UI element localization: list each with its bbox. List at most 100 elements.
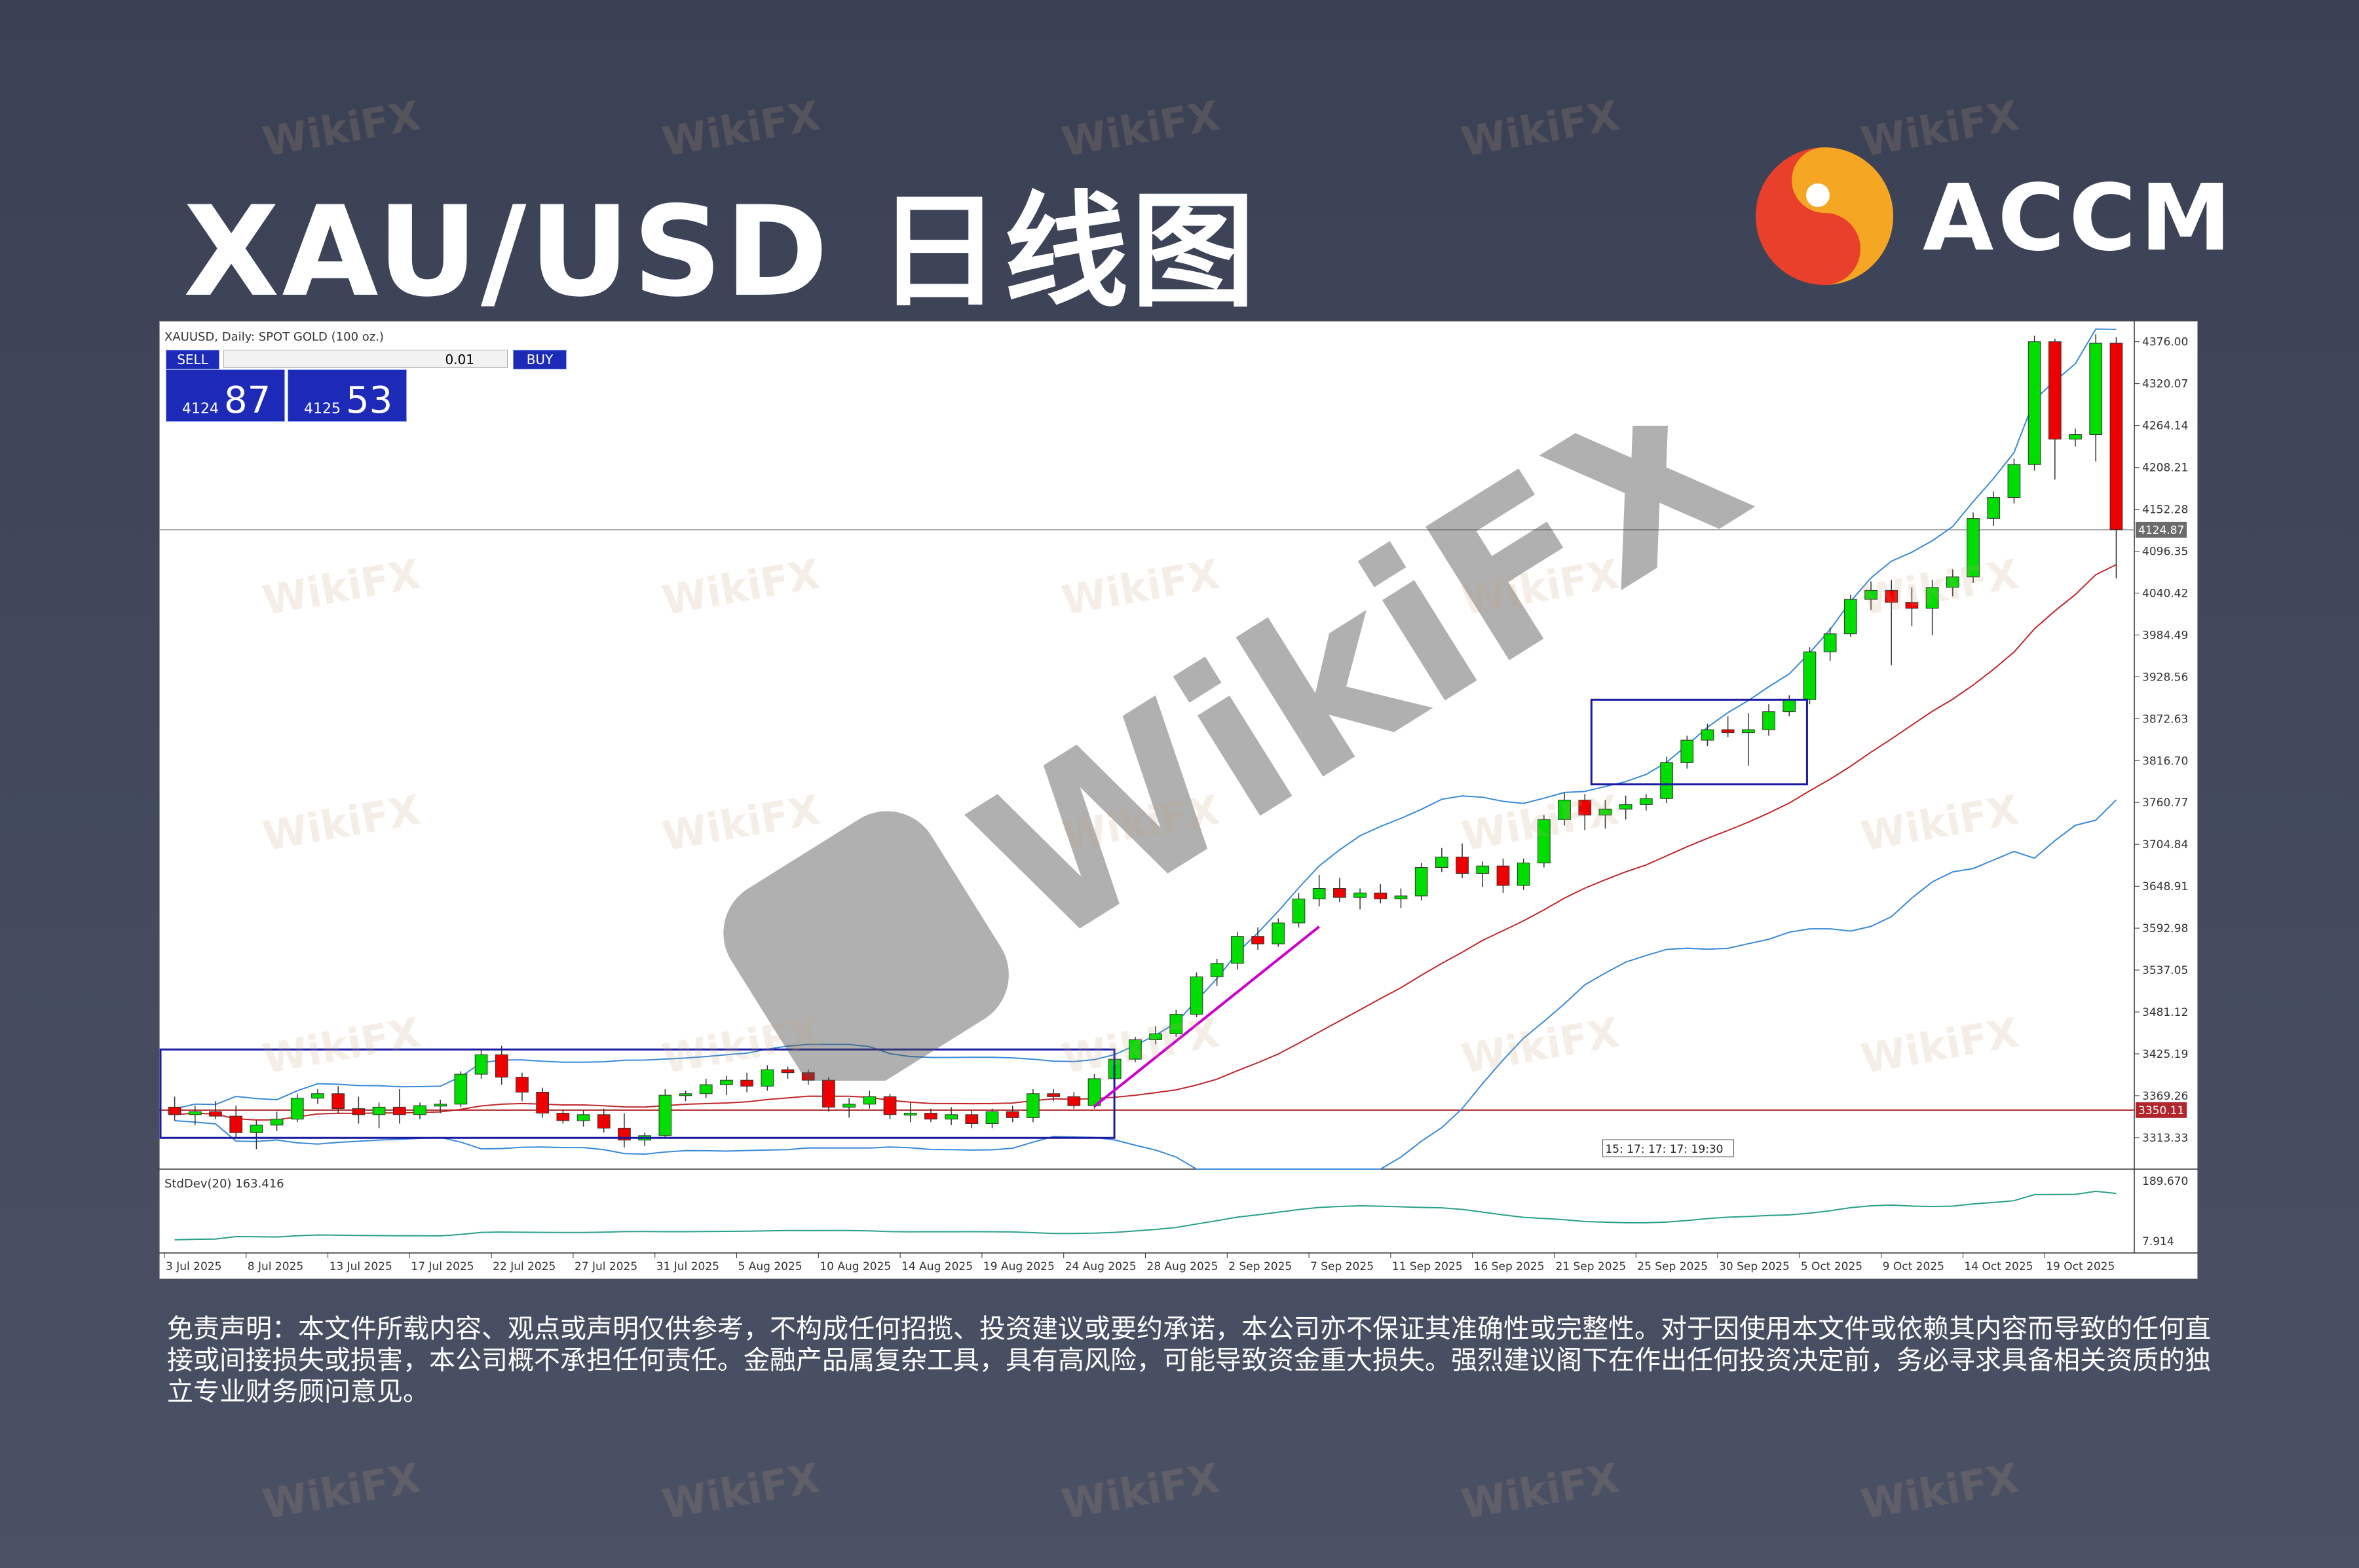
candle-body — [1231, 936, 1244, 964]
candle-body — [1578, 800, 1592, 815]
candle-body — [965, 1114, 979, 1125]
candle-body — [1885, 589, 1898, 603]
y-tick-label: 3760.77 — [2142, 796, 2188, 810]
candle-body — [1741, 729, 1755, 734]
candle-body — [1660, 762, 1673, 799]
x-tick-label: 2 Sep 2025 — [1228, 1260, 1292, 1273]
wikifx-watermark-label: WikiFX — [1458, 1453, 1623, 1529]
candle-body — [903, 1113, 917, 1116]
candle-body — [434, 1104, 447, 1107]
candle-body — [842, 1104, 856, 1108]
y-tick-label: 3648.91 — [2142, 880, 2188, 893]
sell-price-small: 4124 — [182, 401, 219, 417]
candle-body — [801, 1072, 815, 1081]
candle-body — [1843, 599, 1857, 635]
candle-body — [720, 1079, 733, 1085]
candle-body — [1701, 729, 1714, 741]
stddev-label: StdDev(20) 163.416 — [164, 1177, 284, 1191]
candle-body — [658, 1094, 672, 1136]
candle-body — [1169, 1014, 1183, 1034]
x-tick-label: 3 Jul 2025 — [166, 1260, 221, 1273]
current-price-tag — [2136, 521, 2187, 538]
buy-button[interactable]: BUY — [513, 350, 567, 369]
candle-body — [1374, 892, 1387, 899]
candle-body — [2069, 434, 2082, 439]
candle-body — [516, 1077, 529, 1093]
x-tick-label: 8 Jul 2025 — [248, 1260, 303, 1273]
candle-body — [883, 1096, 897, 1115]
moving-average-line — [174, 564, 2117, 1121]
x-tick-label: 11 Sep 2025 — [1392, 1260, 1463, 1273]
candle-body — [2048, 341, 2062, 439]
candle-body — [1435, 856, 1448, 868]
x-tick-label: 30 Sep 2025 — [1719, 1260, 1790, 1273]
candle-body — [250, 1125, 263, 1133]
candle-body — [1394, 895, 1408, 899]
y-tick-label: 3816.70 — [2142, 755, 2188, 768]
x-tick-label: 28 Aug 2025 — [1147, 1260, 1218, 1273]
candle-body — [1129, 1039, 1142, 1060]
candle-body — [699, 1084, 713, 1094]
candle-body — [311, 1093, 324, 1099]
candle-body — [209, 1111, 222, 1117]
chart-symbol-label: XAUUSD, Daily: SPOT GOLD (100 oz.) — [164, 330, 384, 344]
support-tag — [2136, 1102, 2187, 1118]
candle-body — [270, 1119, 284, 1126]
y-tick-label: 3537.05 — [2142, 964, 2188, 977]
y-tick-label: 4376.00 — [2142, 336, 2188, 349]
candle-body — [1251, 936, 1264, 944]
annotation-trendline — [1093, 925, 1320, 1108]
candle-body — [1762, 711, 1775, 730]
candle-body — [1149, 1033, 1162, 1040]
y-tick-label: 4152.28 — [2142, 504, 2188, 517]
candle-body — [1414, 867, 1428, 897]
candle-body — [1353, 892, 1367, 898]
candle-body — [1496, 865, 1510, 886]
x-tick-label: 24 Aug 2025 — [1065, 1260, 1137, 1273]
candle-body — [556, 1113, 570, 1121]
time-marker-label: 15: 17: 17: 17: 19:30 — [1605, 1143, 1723, 1156]
candle-body — [2109, 343, 2123, 531]
candle-body — [1558, 800, 1571, 820]
x-tick-label: 16 Sep 2025 — [1474, 1260, 1545, 1273]
buy-price[interactable]: 4125 53 — [288, 369, 407, 422]
candle-body — [1006, 1111, 1019, 1118]
x-tick-label: 14 Aug 2025 — [901, 1260, 973, 1273]
candle-body — [945, 1114, 958, 1120]
candle-body — [1803, 651, 1817, 700]
x-tick-label: 19 Aug 2025 — [983, 1260, 1055, 1273]
stddev-min-label: 7.914 — [2142, 1235, 2174, 1248]
candle-body — [1721, 729, 1735, 734]
sell-price-big: 87 — [224, 379, 271, 422]
candle-body — [372, 1106, 386, 1115]
x-tick-label: 5 Oct 2025 — [1801, 1260, 1862, 1273]
y-tick-label: 3928.56 — [2142, 671, 2188, 684]
candle-body — [1967, 518, 1980, 578]
candle-body — [1639, 798, 1653, 805]
x-tick-label: 27 Jul 2025 — [575, 1260, 637, 1273]
candle-body — [188, 1111, 202, 1115]
page-title: XAU/USD 日线图 — [183, 179, 1258, 324]
wikifx-watermark-label: WikiFX — [658, 1453, 823, 1529]
candle-body — [985, 1111, 999, 1125]
x-tick-label: 10 Aug 2025 — [820, 1260, 891, 1273]
candle-body — [1905, 602, 1919, 609]
chart-panel: XAUUSD, Daily: SPOT GOLD (100 oz.) 4376.0… — [159, 321, 2198, 1279]
sell-button[interactable]: SELL — [166, 350, 219, 369]
disclaimer-text: 免责声明：本文件所载内容、观点或声明仅供参考，不构成任何招揽、投资建议或要约承诺… — [167, 1314, 2211, 1407]
candle-body — [576, 1114, 590, 1121]
candle-body — [863, 1096, 877, 1105]
candle-body — [822, 1079, 835, 1108]
wikifx-watermark-label: WikiFX — [259, 1453, 424, 1529]
y-tick-label: 3481.12 — [2142, 1006, 2188, 1019]
candle-body — [597, 1114, 611, 1129]
chart-border — [159, 321, 2198, 1279]
candle-body — [290, 1098, 304, 1120]
candle-body — [1619, 804, 1632, 810]
x-tick-label: 25 Sep 2025 — [1637, 1260, 1708, 1273]
lot-size-input[interactable]: 0.01 — [223, 350, 508, 368]
wikifx-watermark-label: WikiFX — [1058, 1453, 1223, 1529]
sell-price[interactable]: 4124 87 — [166, 369, 285, 422]
buy-price-big: 53 — [346, 379, 393, 422]
candle-body — [392, 1106, 406, 1115]
